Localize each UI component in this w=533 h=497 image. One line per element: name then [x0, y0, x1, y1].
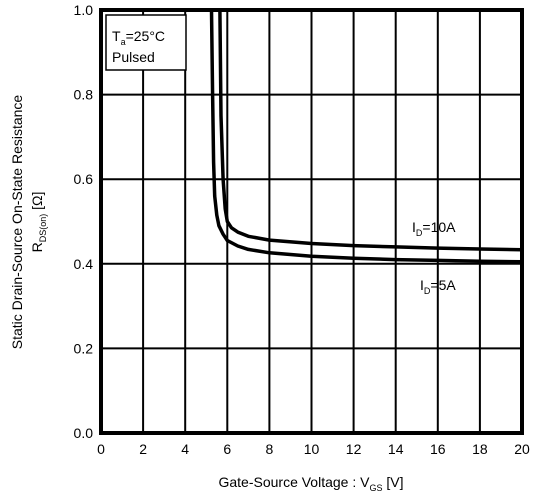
x-tick-label: 12	[346, 441, 362, 457]
y-tick-label: 0.0	[74, 425, 94, 441]
curves	[209, 9, 523, 264]
temperature-condition: Ta=25°C	[112, 28, 165, 47]
pulsed-condition: Pulsed	[112, 49, 155, 65]
plot-frame	[99, 8, 524, 435]
y-tick-label: 0.6	[74, 171, 94, 187]
x-tick-label: 10	[304, 441, 320, 457]
y-tick-label: 0.4	[74, 256, 94, 272]
x-axis-label: Gate-Source Voltage : VGS [V]	[218, 474, 403, 493]
x-tick-label: 6	[223, 441, 231, 457]
curve-id-10a	[218, 9, 523, 252]
x-tick-label: 0	[97, 441, 105, 457]
x-tick-labels: 0 2 4 6 8 10 12 14 16 18 20	[97, 441, 530, 457]
curve-id-5a	[209, 9, 523, 264]
series-label-id-10a: ID=10A	[412, 219, 456, 238]
y-axis-label-line1: Static Drain-Source On-State Resistance	[9, 95, 25, 350]
x-tick-label: 18	[472, 441, 488, 457]
x-tick-label: 20	[514, 441, 530, 457]
x-tick-label: 2	[139, 441, 147, 457]
y-axis-label-line2: RDS(on) [Ω]	[29, 192, 48, 253]
y-tick-label: 0.2	[74, 340, 94, 356]
y-tick-label: 1.0	[74, 2, 94, 18]
x-tick-label: 4	[181, 441, 189, 457]
grid-lines	[101, 10, 522, 433]
series-label-id-5a: ID=5A	[420, 277, 456, 296]
x-tick-label: 8	[266, 441, 274, 457]
y-tick-label: 0.8	[74, 87, 94, 103]
x-tick-label: 16	[430, 441, 446, 457]
conditions-box	[105, 14, 187, 71]
y-tick-labels: 0.0 0.2 0.4 0.6 0.8 1.0	[74, 2, 94, 441]
x-tick-label: 14	[388, 441, 404, 457]
